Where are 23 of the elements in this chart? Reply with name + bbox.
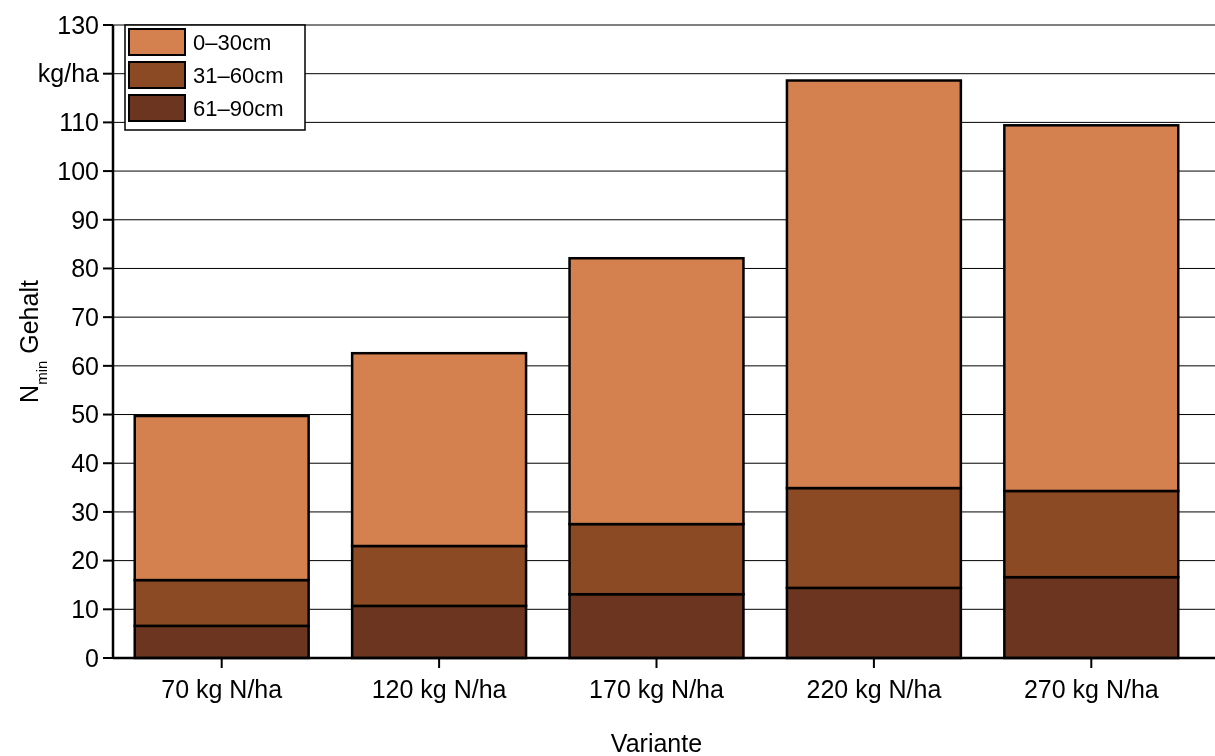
x-axis-title: Variante — [610, 729, 703, 756]
legend-label: 31–60cm — [193, 62, 284, 88]
y-tick-label: 130 — [57, 10, 99, 39]
y-tick-label: 80 — [71, 254, 99, 283]
legend-label: 61–90cm — [193, 95, 284, 121]
y-tick-label: kg/ha — [37, 59, 100, 88]
y-tick-label: 100 — [57, 156, 99, 185]
y-tick-label: 60 — [71, 351, 99, 380]
x-tick-label: 70 kg N/ha — [161, 675, 283, 703]
x-tick-label: 270 kg N/ha — [1023, 675, 1159, 703]
y-tick-label: 0 — [85, 643, 99, 672]
y-tick-label: 20 — [71, 546, 99, 575]
legend-label: 0–30cm — [193, 29, 272, 55]
x-tick-label: 170 kg N/ha — [589, 675, 724, 703]
y-tick-label: 50 — [71, 400, 99, 429]
y-tick-label: 90 — [71, 205, 99, 234]
x-tick-label: 220 kg N/ha — [806, 675, 942, 703]
x-tick-label: 120 kg N/ha — [371, 675, 507, 703]
y-tick-label: 30 — [71, 497, 99, 526]
y-tick-label: 70 — [71, 302, 99, 331]
y-tick-label: 40 — [71, 448, 99, 477]
y-tick-label: 110 — [59, 108, 99, 137]
y-tick-label: 10 — [71, 595, 99, 624]
